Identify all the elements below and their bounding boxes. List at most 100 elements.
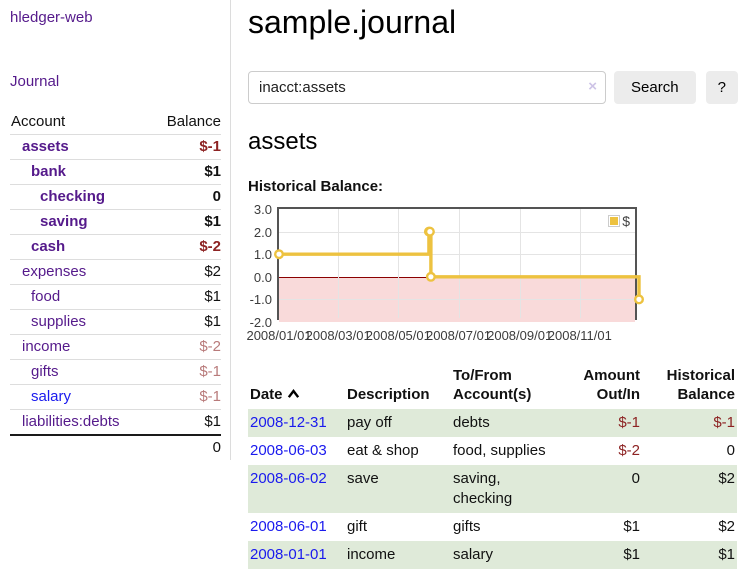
page-title: sample.journal bbox=[248, 4, 457, 40]
x-tick-label: 2008/05/01 bbox=[365, 328, 431, 343]
account-link-cash[interactable]: cash bbox=[31, 238, 66, 255]
transaction-date-link[interactable]: 2008-06-01 bbox=[250, 518, 327, 535]
account-row: expenses $2 bbox=[10, 259, 221, 285]
account-link-food[interactable]: food bbox=[31, 288, 61, 305]
account-balance: $1 bbox=[150, 159, 221, 185]
account-balance: $1 bbox=[150, 409, 221, 435]
sidebar: hledger-web Journal Account Balance asse… bbox=[0, 0, 231, 460]
sort-ascending-icon bbox=[287, 385, 300, 404]
account-row: assets $-1 bbox=[10, 134, 221, 160]
y-tick-label: -1.0 bbox=[249, 292, 272, 308]
gridline bbox=[519, 209, 521, 318]
account-link-salary[interactable]: salary bbox=[31, 388, 72, 405]
account-heading: assets bbox=[248, 128, 318, 155]
account-link-gifts[interactable]: gifts bbox=[31, 363, 59, 380]
transaction-balance: $2 bbox=[718, 470, 735, 487]
account-link-assets[interactable]: assets bbox=[22, 138, 69, 155]
account-row: salary $-1 bbox=[10, 384, 221, 410]
search-form: × Search ? bbox=[248, 71, 738, 104]
transaction-description: save bbox=[347, 470, 379, 487]
account-link-supplies[interactable]: supplies bbox=[31, 313, 87, 330]
account-balance: $-1 bbox=[150, 384, 221, 410]
transaction-description: income bbox=[347, 546, 396, 563]
transaction-accounts: gifts bbox=[453, 518, 481, 535]
account-link-saving[interactable]: saving bbox=[40, 213, 88, 230]
x-tick-label: 2008/11/01 bbox=[547, 328, 612, 343]
account-row: supplies $1 bbox=[10, 309, 221, 335]
transaction-date-link[interactable]: 2008-06-02 bbox=[250, 470, 327, 487]
y-tick-label: 2.0 bbox=[253, 224, 272, 240]
account-link-checking[interactable]: checking bbox=[40, 188, 106, 205]
search-input[interactable] bbox=[248, 71, 607, 104]
balance-step-line bbox=[274, 226, 645, 305]
account-balance: $1 bbox=[150, 209, 221, 235]
transaction-amount: $1 bbox=[623, 518, 640, 535]
main-content: sample.journal × Search ? assets Histori… bbox=[246, 0, 738, 569]
account-balance: $-1 bbox=[150, 134, 221, 160]
transaction-amount: $-2 bbox=[618, 442, 640, 459]
accounts-table: Account Balance assets $-1 bank $1 check… bbox=[10, 108, 221, 460]
y-tick-label: 1.0 bbox=[253, 247, 272, 263]
account-row: gifts $-1 bbox=[10, 359, 221, 385]
historical-balance-chart: $ 2008/01/01 2008/03/01 2008/05/01 2008/07/… bbox=[246, 203, 738, 349]
data-point-marker[interactable] bbox=[274, 249, 284, 260]
transaction-description: eat & shop bbox=[347, 442, 419, 459]
y-tick-label: 3.0 bbox=[253, 202, 272, 217]
transaction-accounts: food, supplies bbox=[453, 442, 546, 459]
x-tick-label: 2008/09/01 bbox=[487, 328, 553, 343]
accounts-header-account: Account bbox=[11, 113, 66, 130]
account-balance: $-1 bbox=[150, 359, 221, 385]
accounts-header-balance: Balance bbox=[166, 113, 221, 130]
account-link-expenses[interactable]: expenses bbox=[22, 263, 87, 280]
transaction-description: pay off bbox=[347, 414, 392, 431]
transaction-amount: 0 bbox=[631, 470, 640, 487]
data-point-marker[interactable] bbox=[424, 226, 435, 237]
plot-area[interactable]: $ bbox=[274, 207, 645, 322]
column-header-date-label: Date bbox=[250, 386, 283, 403]
transaction-balance: $2 bbox=[718, 518, 735, 535]
column-header-accounts: To/From Account(s) bbox=[453, 367, 532, 403]
search-button[interactable]: Search bbox=[614, 71, 696, 104]
gridline bbox=[279, 254, 635, 256]
chart-section-label: Historical Balance: bbox=[248, 178, 384, 195]
help-button[interactable]: ? bbox=[705, 71, 738, 104]
transaction-date-link[interactable]: 2008-12-31 bbox=[250, 414, 327, 431]
transaction-accounts: debts bbox=[453, 414, 490, 431]
account-balance: $2 bbox=[150, 259, 221, 285]
sidebar-item-journal[interactable]: Journal bbox=[10, 73, 60, 90]
transaction-balance: $-1 bbox=[713, 414, 735, 431]
register-row: 2008-06-03 eat & shop food, supplies $-2… bbox=[248, 437, 737, 465]
column-header-balance: Historical Balance bbox=[666, 367, 735, 403]
account-row: checking 0 bbox=[10, 184, 221, 210]
account-link-bank[interactable]: bank bbox=[31, 163, 67, 180]
data-point-marker[interactable] bbox=[634, 294, 645, 305]
column-header-amount: Amount Out/In bbox=[583, 367, 640, 403]
clear-search-icon[interactable]: × bbox=[588, 78, 598, 95]
y-tick-label: 0.0 bbox=[253, 269, 272, 285]
account-balance: $-2 bbox=[150, 234, 221, 260]
transaction-description: gift bbox=[347, 518, 368, 535]
transaction-balance: 0 bbox=[726, 442, 735, 459]
account-row: saving $1 bbox=[10, 209, 221, 235]
account-row: cash $-2 bbox=[10, 234, 221, 260]
account-row: income $-2 bbox=[10, 334, 221, 360]
account-link-income[interactable]: income bbox=[22, 338, 71, 355]
column-header-date[interactable]: Date bbox=[248, 363, 345, 409]
accounts-total-row: 0 bbox=[10, 434, 221, 460]
gridline bbox=[279, 299, 635, 301]
transaction-amount: $1 bbox=[623, 546, 640, 563]
gridline bbox=[279, 231, 635, 233]
transaction-amount: $-1 bbox=[618, 414, 640, 431]
account-balance: 0 bbox=[150, 184, 221, 210]
account-row: liabilities:debts $1 bbox=[10, 409, 221, 435]
account-balance: $1 bbox=[150, 284, 221, 310]
x-tick-label: 2008/01/01 bbox=[246, 328, 312, 343]
data-point-marker[interactable] bbox=[425, 271, 436, 282]
register-row: 2008-06-02 save saving, checking 0 $2 bbox=[248, 465, 737, 513]
transaction-date-link[interactable]: 2008-01-01 bbox=[250, 546, 327, 563]
account-balance: $-2 bbox=[150, 334, 221, 360]
app-brand-link[interactable]: hledger-web bbox=[10, 9, 93, 26]
transaction-date-link[interactable]: 2008-06-03 bbox=[250, 442, 327, 459]
legend-label: $ bbox=[622, 213, 630, 229]
account-link-liabilities-debts[interactable]: liabilities:debts bbox=[22, 413, 120, 430]
